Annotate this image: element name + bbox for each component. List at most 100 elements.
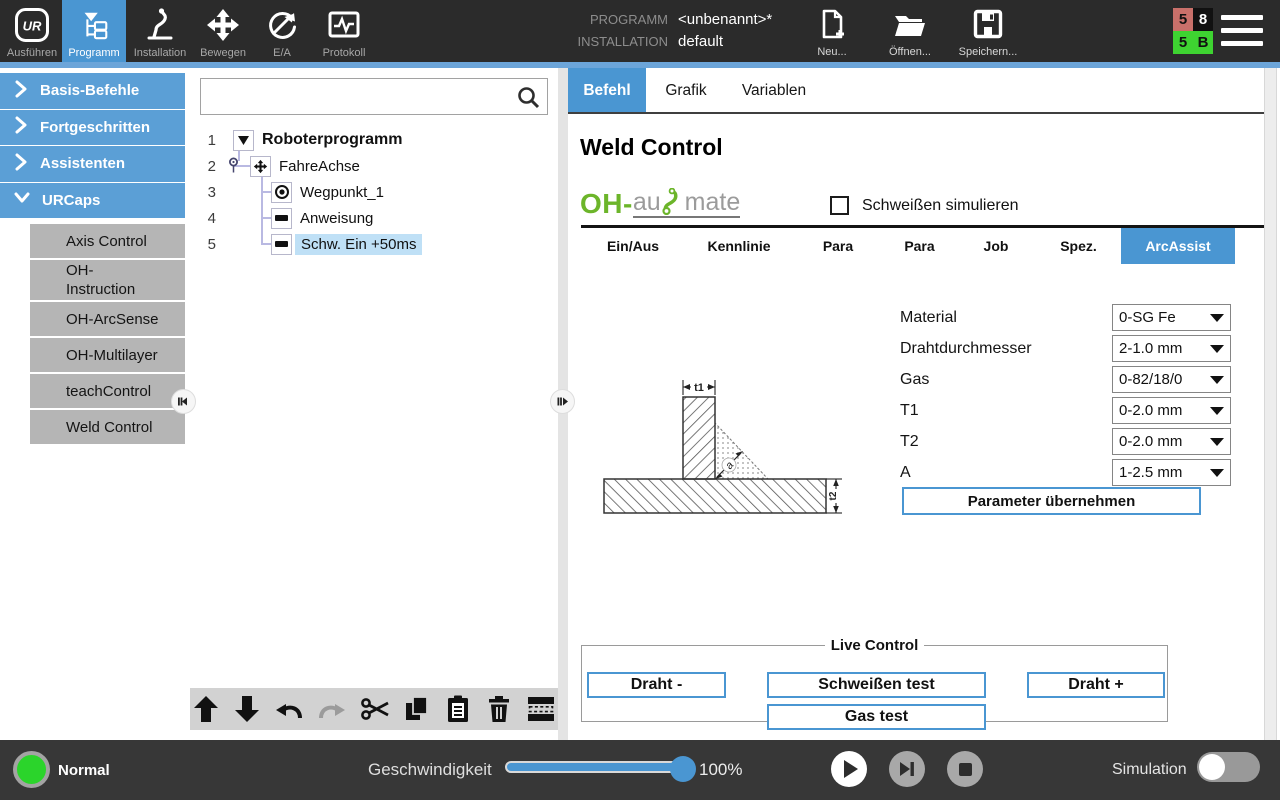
- line-number: 2: [207, 157, 216, 175]
- search-icon[interactable]: [515, 84, 542, 116]
- gas-test-button[interactable]: Gas test: [767, 704, 986, 730]
- gas-select[interactable]: 0-82/18/0: [1112, 366, 1231, 393]
- live-control-group: Live Control Draht - Schweißen test Drah…: [581, 637, 1168, 730]
- copy-button[interactable]: [402, 694, 432, 724]
- weld-tab-kennlinie[interactable]: Kennlinie: [685, 228, 793, 264]
- safety-checksum-badge[interactable]: 5 8 5 B: [1173, 8, 1213, 54]
- wire-diameter-select[interactable]: 2-1.0 mm: [1112, 335, 1231, 362]
- weld-tab-label: ArcAssist: [1145, 238, 1211, 254]
- tree-connector: [261, 217, 271, 219]
- paste-button[interactable]: [443, 694, 473, 724]
- nav-programm[interactable]: Programm: [62, 0, 126, 62]
- suppress-button[interactable]: [525, 694, 557, 724]
- sidebar-collapse-handle[interactable]: [171, 389, 196, 414]
- weld-tab-arcassist[interactable]: ArcAssist: [1121, 228, 1235, 264]
- open-program-button[interactable]: Öffnen...: [878, 6, 942, 58]
- svg-text:UR: UR: [23, 19, 42, 34]
- program-label: PROGRAMM: [590, 12, 668, 27]
- wire-plus-button[interactable]: Draht +: [1027, 672, 1165, 698]
- chevron-right-icon: [14, 116, 28, 138]
- log-icon: [326, 3, 362, 47]
- simulate-weld-checkbox[interactable]: [830, 196, 849, 215]
- step-button[interactable]: [889, 751, 925, 787]
- line-number: 5: [207, 235, 216, 253]
- sidebar-item-oh-arcsense[interactable]: OH-ArcSense: [30, 302, 185, 336]
- command-sidebar: Basis-Befehle Fortgeschritten Assistente…: [0, 73, 185, 446]
- tree-row-wegpunkt[interactable]: 3 Wegpunkt_1: [190, 179, 558, 205]
- top-bar: UR Ausführen Programm Installation Beweg…: [0, 0, 1280, 62]
- a-measure-select[interactable]: 1-2.5 mm: [1112, 459, 1231, 486]
- weld-tab-para-2[interactable]: Para: [883, 228, 956, 264]
- tree-expand-handle[interactable]: [550, 389, 575, 414]
- weld-tab-para-1[interactable]: Para: [793, 228, 883, 264]
- tree-row-fahreachse[interactable]: 2 FahreAchse: [190, 153, 558, 179]
- select-value: 0-2.0 mm: [1119, 402, 1183, 419]
- speed-value: 100%: [699, 760, 743, 779]
- tree-connector: [261, 177, 263, 244]
- weld-tab-job[interactable]: Job: [956, 228, 1036, 264]
- tab-grafik[interactable]: Grafik: [646, 68, 726, 114]
- tree-row-roboterprogramm[interactable]: 1 Roboterprogramm: [190, 127, 558, 153]
- move-up-button[interactable]: [191, 694, 221, 724]
- speed-slider-thumb[interactable]: [670, 756, 696, 782]
- apply-parameters-button[interactable]: Parameter übernehmen: [902, 487, 1201, 515]
- material-select[interactable]: 0-SG Fe: [1112, 304, 1231, 331]
- sidebar-item-oh-multilayer[interactable]: OH-Multilayer: [30, 338, 185, 372]
- sidebar-section-assistenten[interactable]: Assistenten: [0, 146, 185, 182]
- simulation-toggle[interactable]: [1197, 752, 1260, 782]
- nav-installation[interactable]: Installation: [126, 0, 194, 62]
- checksum-cell: 8: [1193, 8, 1213, 31]
- weld-tab-spez[interactable]: Spez.: [1036, 228, 1121, 264]
- sidebar-item-label: Axis Control: [66, 232, 147, 250]
- tab-befehl[interactable]: Befehl: [568, 68, 646, 114]
- weld-tab-label: Spez.: [1060, 238, 1097, 254]
- nav-ea[interactable]: E/A: [252, 0, 312, 62]
- weld-tab-ein-aus[interactable]: Ein/Aus: [581, 228, 685, 264]
- logo-text-oh: OH-: [580, 188, 633, 219]
- logo-rest: au mate: [632, 188, 741, 218]
- tree-connector: [233, 165, 250, 167]
- tree-row-schweissen-ein[interactable]: 5 Schw. Ein +50ms: [190, 231, 558, 257]
- speed-slider[interactable]: [505, 761, 691, 773]
- delete-button[interactable]: [484, 694, 514, 724]
- sidebar-section-fortgeschritten[interactable]: Fortgeschritten: [0, 109, 185, 145]
- instruction-icon: [271, 207, 292, 229]
- sidebar-item-label: OH-ArcSense: [66, 310, 159, 328]
- sidebar-item-weld-control[interactable]: Weld Control: [30, 410, 185, 444]
- play-button[interactable]: [831, 751, 867, 787]
- tree-row-anweisung[interactable]: 4 Anweisung: [190, 205, 558, 231]
- wire-minus-button[interactable]: Draht -: [587, 672, 726, 698]
- redo-button[interactable]: [316, 694, 348, 724]
- line-number: 4: [207, 209, 216, 227]
- sidebar-item-oh-instruction[interactable]: OH-Instruction: [30, 260, 185, 300]
- tab-variablen[interactable]: Variablen: [726, 68, 822, 114]
- nav-label: Protokoll: [322, 47, 366, 59]
- hamburger-menu-icon[interactable]: [1221, 15, 1263, 54]
- tab-label: Grafik: [665, 82, 707, 99]
- t1-select[interactable]: 0-2.0 mm: [1112, 397, 1231, 424]
- weld-test-button[interactable]: Schweißen test: [767, 672, 986, 698]
- new-program-button[interactable]: Neu...: [800, 6, 864, 58]
- undo-button[interactable]: [273, 694, 305, 724]
- sidebar-item-teachcontrol[interactable]: teachControl: [30, 374, 185, 408]
- checksum-cell: 5: [1173, 8, 1193, 31]
- nav-protokoll[interactable]: Protokoll: [312, 0, 376, 62]
- simulate-weld-label: Schweißen simulieren: [862, 196, 1019, 214]
- save-program-button[interactable]: Speichern...: [956, 6, 1020, 58]
- sidebar-section-urcaps[interactable]: URCaps: [0, 182, 185, 218]
- select-value: 0-SG Fe: [1119, 309, 1176, 326]
- sidebar-item-axis-control[interactable]: Axis Control: [30, 224, 185, 258]
- collapse-triangle-icon[interactable]: [233, 129, 254, 151]
- t2-select[interactable]: 0-2.0 mm: [1112, 428, 1231, 455]
- search-input[interactable]: [201, 79, 547, 114]
- sidebar-section-basis-befehle[interactable]: Basis-Befehle: [0, 73, 185, 109]
- stop-button[interactable]: [947, 751, 983, 787]
- scrollbar[interactable]: [1264, 68, 1277, 740]
- svg-text:t2: t2: [828, 491, 839, 500]
- tree-row-label: FahreAchse: [279, 157, 360, 175]
- nav-bewegen[interactable]: Bewegen: [194, 0, 252, 62]
- nav-ausfuehren[interactable]: UR Ausführen: [2, 0, 62, 62]
- cut-button[interactable]: [359, 694, 391, 724]
- move-down-button[interactable]: [232, 694, 262, 724]
- robot-status-indicator[interactable]: [13, 751, 50, 788]
